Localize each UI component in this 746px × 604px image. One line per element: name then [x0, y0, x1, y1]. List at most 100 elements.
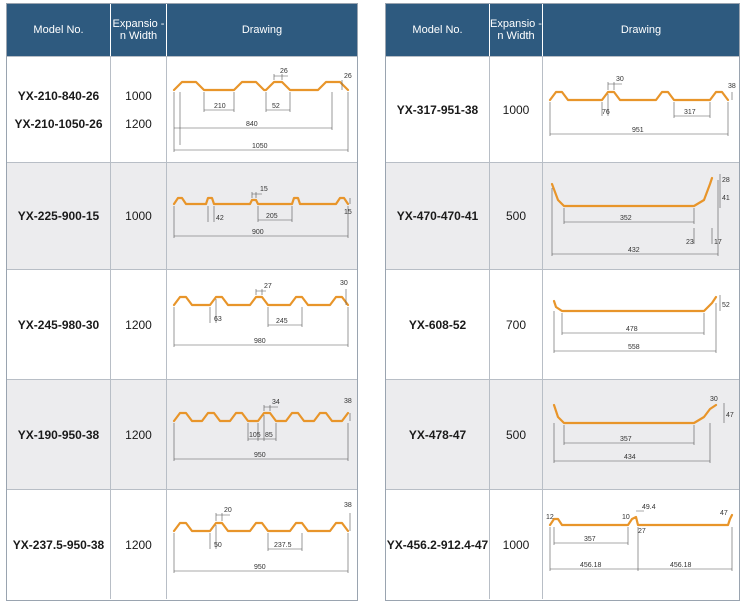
dim-label: 900: [252, 229, 264, 236]
profile-drawing: 52 478 52 558: [552, 294, 730, 353]
model-name: YX-456.2-912.4-47: [386, 537, 489, 552]
width-value: 1000: [502, 537, 530, 552]
dim-label: 50: [214, 542, 222, 549]
profile-line: [548, 90, 730, 101]
dim-label: 17: [714, 239, 722, 246]
dim-label: 47: [720, 510, 728, 517]
dim-label: 12: [546, 514, 554, 521]
profile-line: [172, 521, 350, 532]
dim-label: 76: [602, 109, 610, 116]
model-name: YX-608-52: [408, 317, 467, 332]
model-cell: YX-456.2-912.4-47: [386, 490, 490, 599]
model-cell: YX-470-470-41: [386, 163, 490, 269]
table-row: YX-470-470-41 500 352 23 17 28 41 432: [386, 162, 739, 269]
profile-line: [172, 411, 350, 422]
dim-label: 38: [344, 398, 352, 405]
table-row: YX-456.2-912.4-47 1000 12 49.4 10 27 47 …: [386, 489, 739, 599]
table-row: YX-237.5-950-38 1200 50 237.5 20 38 950: [7, 489, 357, 599]
model-name: YX-237.5-950-38: [12, 537, 105, 552]
drawing-cell: 12 49.4 10 27 47 357 456.18 456.18: [543, 490, 739, 599]
dim-label: 63: [214, 316, 222, 323]
profile-line: [552, 403, 718, 424]
profile-line: [172, 196, 350, 206]
header-model: Model No.: [7, 4, 111, 56]
profile-drawing: 50 237.5 20 38 950: [172, 502, 352, 573]
dimension-lines: [553, 402, 725, 463]
drawing-cell: 50 237.5 20 38 950: [167, 490, 357, 599]
dim-label: 15: [344, 209, 352, 216]
dim-label: 980: [254, 338, 266, 345]
dimension-lines: [173, 192, 351, 238]
drawing-cell: 63 245 27 30 980: [167, 270, 357, 379]
table-row: YX-478-47 500 357 30 47 434: [386, 379, 739, 489]
model-name: YX-478-47: [408, 427, 467, 442]
dim-label: 38: [344, 502, 352, 509]
dim-label: 85: [265, 432, 273, 439]
profile-line: [172, 80, 350, 91]
dim-label: 478: [626, 326, 638, 333]
dim-label: 23: [686, 239, 694, 246]
dimension-lines: [173, 73, 349, 152]
width-cell: 1000 1200: [111, 57, 167, 162]
right-spec-table: Model No. Expansio -n Width Drawing YX-3…: [385, 3, 740, 601]
width-value: 1000: [125, 88, 152, 103]
model-name: YX-470-470-41: [396, 209, 479, 223]
model-cell: YX-478-47: [386, 380, 490, 489]
dimension-lines: [173, 512, 351, 573]
width-cell: 1000: [490, 57, 543, 162]
model-name: YX-190-950-38: [17, 427, 100, 442]
dim-label: 41: [722, 195, 730, 202]
dim-label: 47: [726, 412, 734, 419]
dim-label: 210: [214, 103, 226, 110]
profile-drawing: 42 205 15 15 900: [172, 186, 352, 238]
dim-label: 558: [628, 344, 640, 351]
drawing-cell: 210 52 26 26 840 1050: [167, 57, 357, 162]
width-value: 1200: [125, 537, 152, 552]
dimension-lines: [549, 510, 733, 571]
model-name: YX-210-840-26: [17, 88, 100, 103]
header-width: Expansio -n Width: [111, 4, 167, 56]
width-value: 700: [505, 317, 527, 332]
dim-label: 52: [722, 302, 730, 309]
dim-label: 432: [628, 247, 640, 254]
width-value: 1200: [125, 116, 152, 131]
model-cell: YX-608-52: [386, 270, 490, 379]
width-cell: 500: [490, 380, 543, 489]
dim-label: 49.4: [642, 504, 656, 511]
width-cell: 700: [490, 270, 543, 379]
dim-label: 38: [728, 83, 736, 90]
profile-drawing: 352 23 17 28 41 432: [550, 174, 730, 256]
header-drawing: Drawing: [620, 24, 662, 36]
width-cell: 1200: [111, 380, 167, 489]
dim-label: 26: [344, 73, 352, 80]
model-name: YX-225-900-15: [17, 209, 100, 223]
dim-label: 15: [260, 186, 268, 193]
dimension-lines: [173, 404, 351, 461]
dim-label: 357: [584, 536, 596, 543]
width-value: 500: [505, 427, 527, 442]
dim-label: 26: [280, 68, 288, 75]
dim-label: 20: [224, 507, 232, 514]
width-value: 1200: [125, 317, 152, 332]
dim-label: 357: [620, 436, 632, 443]
profile-drawing: 357 30 47 434: [552, 396, 734, 463]
model-cell: YX-210-840-26 YX-210-1050-26: [7, 57, 111, 162]
drawing-cell: 42 205 15 15 900: [167, 163, 357, 269]
drawing-cell: 76 317 30 38 951: [543, 57, 739, 162]
profile-line: [550, 176, 714, 208]
dim-label: 950: [254, 564, 266, 571]
dim-label: 27: [638, 528, 646, 535]
drawing-cell: 52 478 52 558: [543, 270, 739, 379]
dim-label: 1050: [252, 143, 268, 150]
profile-drawing: 63 245 27 30 980: [172, 280, 350, 347]
dim-label: 205: [266, 213, 278, 220]
table-header: Model No. Expansio -n Width Drawing: [386, 4, 739, 56]
dim-label: 42: [216, 215, 224, 222]
dim-label: 28: [722, 177, 730, 184]
width-cell: 1200: [111, 270, 167, 379]
dim-label: 30: [616, 76, 624, 83]
table-row: YX-317-951-38 1000 76 317 30 38 951: [386, 56, 739, 162]
profile-line: [172, 295, 350, 306]
dim-label: 10: [622, 514, 630, 521]
width-value: 1000: [502, 102, 530, 117]
